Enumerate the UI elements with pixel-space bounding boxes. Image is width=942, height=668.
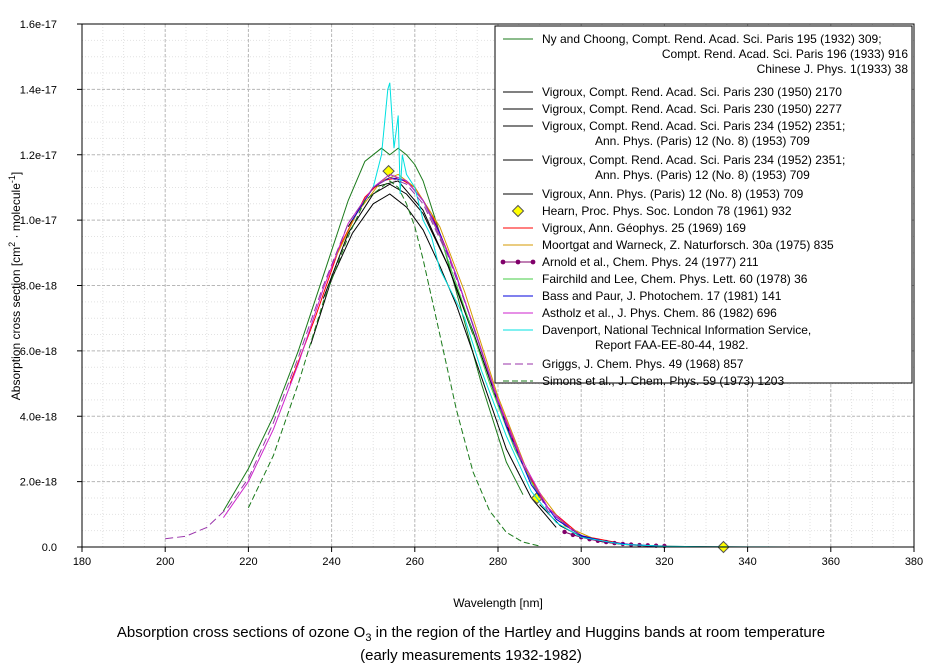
series-layer <box>165 82 873 554</box>
legend-label: Ann. Phys. (Paris) 12 (No. 8) (1953) 709 <box>595 168 810 182</box>
legend-label: Vigroux, Compt. Rend. Acad. Sci. Paris 2… <box>542 85 842 99</box>
y-axis-title: Absorption cross section [cm2 · molecule… <box>7 172 23 400</box>
legend-label: Ann. Phys. (Paris) 12 (No. 8) (1953) 709 <box>595 134 810 148</box>
series-line-simons-et-al <box>247 180 540 547</box>
legend-label: Arnold et al., Chem. Phys. 24 (1977) 211 <box>542 255 759 269</box>
x-tick-label: 220 <box>239 556 257 568</box>
legend-label: Astholz et al., J. Phys. Chem. 86 (1982)… <box>542 306 777 320</box>
y-tick-label: 6.0e-18 <box>20 346 57 358</box>
series-line-ny-and-choong <box>222 147 524 512</box>
series-line-davenport <box>372 82 873 548</box>
legend-item: Astholz et al., J. Phys. Chem. 86 (1982)… <box>503 306 777 320</box>
y-tick-label: 1.0e-17 <box>20 215 57 227</box>
legend-item: Fairchild and Lee, Chem. Phys. Lett. 60 … <box>503 272 808 286</box>
data-point <box>570 532 576 538</box>
series-simons-et-al <box>247 180 540 547</box>
legend-item: Davenport, National Technical Informatio… <box>503 323 811 352</box>
x-tick-label: 280 <box>489 556 507 568</box>
legend-item: Bass and Paur, J. Photochem. 17 (1981) 1… <box>503 289 782 303</box>
legend-label: Vigroux, Compt. Rend. Acad. Sci. Paris 2… <box>542 102 842 116</box>
y-tick-label: 1.6e-17 <box>20 19 57 31</box>
x-tick-label: 380 <box>905 556 923 568</box>
legend-item: Vigroux, Ann. Géophys. 25 (1969) 169 <box>503 221 746 235</box>
chart: 180 200 220 240 260 280 300 320 340 360 380 0.0 2.0… <box>7 19 924 610</box>
x-axis-title: Wavelength [nm] <box>453 596 543 610</box>
x-tick-label: 200 <box>156 556 174 568</box>
series-line-astholz-et-al <box>222 173 574 532</box>
y-tick-label: 4.0e-18 <box>20 411 57 423</box>
legend-label: Report FAA-EE-80-44, 1982. <box>595 338 748 352</box>
y-tick-label: 1.2e-17 <box>20 150 57 162</box>
caption-line-1: Absorption cross sections of ozone O3 in… <box>116 624 826 644</box>
legend-label: Vigroux, Compt. Rend. Acad. Sci. Paris 2… <box>542 119 845 133</box>
series-line-moortgat-and-warneck <box>331 173 599 541</box>
legend-item: Vigroux, Compt. Rend. Acad. Sci. Paris 2… <box>503 119 845 148</box>
series-line-griggs <box>165 177 582 540</box>
legend-label: Bass and Paur, J. Photochem. 17 (1981) 1… <box>542 289 782 303</box>
legend-symbol <box>500 259 536 265</box>
legend-label: Fairchild and Lee, Chem. Phys. Lett. 60 … <box>542 272 808 286</box>
series-line-vigroux-1950a <box>310 193 557 528</box>
legend-item: Griggs, J. Chem. Phys. 49 (1968) 857 <box>503 357 744 371</box>
legend-item: Vigroux, Compt. Rend. Acad. Sci. Paris 2… <box>503 153 845 182</box>
legend-label: Griggs, J. Chem. Phys. 49 (1968) 857 <box>542 357 744 371</box>
legend-label: Vigroux, Compt. Rend. Acad. Sci. Paris 2… <box>542 153 845 167</box>
caption-line-2: (early measurements 1932-1982) <box>360 647 582 664</box>
legend-label: Hearn, Proc. Phys. Soc. London 78 (1961)… <box>542 204 792 218</box>
legend-label: Simons et al., J. Chem. Phys. 59 (1973) … <box>542 374 784 388</box>
series-griggs <box>165 177 582 540</box>
data-point <box>562 529 567 535</box>
y-tick-label: 1.4e-17 <box>20 84 57 96</box>
legend-label: Compt. Rend. Acad. Sci. Paris 196 (1933)… <box>662 47 908 61</box>
data-point <box>382 164 395 178</box>
series-astholz-et-al <box>222 173 574 532</box>
legend-label: Chinese J. Phys. 1(1933) 38 <box>757 62 909 76</box>
legend: Ny and Choong, Compt. Rend. Acad. Sci. P… <box>494 25 913 388</box>
legend-item: Ny and Choong, Compt. Rend. Acad. Sci. P… <box>503 32 908 76</box>
legend-label: Ny and Choong, Compt. Rend. Acad. Sci. P… <box>542 32 882 46</box>
y-tick-label: 8.0e-18 <box>20 281 57 293</box>
x-tick-label: 300 <box>572 556 590 568</box>
legend-item: Simons et al., J. Chem. Phys. 59 (1973) … <box>503 374 784 388</box>
y-tick-label: 2.0e-18 <box>20 477 57 489</box>
legend-item: Arnold et al., Chem. Phys. 24 (1977) 211 <box>500 255 759 269</box>
series-vigroux-1950a <box>310 193 557 528</box>
legend-item: Moortgat and Warneck, Z. Naturforsch. 30… <box>503 238 834 252</box>
x-tick-label: 360 <box>822 556 840 568</box>
legend-label: Moortgat and Warneck, Z. Naturforsch. 30… <box>542 238 834 252</box>
legend-box <box>494 25 913 384</box>
y-axis: 0.0 2.0e-18 4.0e-18 6.0e-18 8.0e-18 1.0e-17 1.… <box>20 19 82 554</box>
legend-label: Vigroux, Ann. Géophys. 25 (1969) 169 <box>542 221 746 235</box>
series-davenport <box>372 82 873 548</box>
x-tick-label: 180 <box>73 556 91 568</box>
x-tick-label: 320 <box>655 556 673 568</box>
legend-label: Vigroux, Ann. Phys. (Paris) 12 (No. 8) (… <box>542 187 804 201</box>
legend-label: Davenport, National Technical Informatio… <box>542 323 811 337</box>
legend-item: Hearn, Proc. Phys. Soc. London 78 (1961)… <box>511 204 792 218</box>
x-axis: 180 200 220 240 260 280 300 320 340 360 380 <box>73 547 923 568</box>
legend-item: Vigroux, Ann. Phys. (Paris) 12 (No. 8) (… <box>503 187 804 201</box>
y-tick-label: 0.0 <box>42 542 57 554</box>
legend-item: Vigroux, Compt. Rend. Acad. Sci. Paris 2… <box>503 102 842 116</box>
legend-symbol <box>511 204 525 218</box>
x-tick-label: 260 <box>406 556 424 568</box>
series-moortgat-and-warneck <box>331 173 599 541</box>
x-tick-label: 340 <box>738 556 756 568</box>
x-tick-label: 240 <box>322 556 340 568</box>
series-ny-and-choong <box>222 147 524 512</box>
legend-item: Vigroux, Compt. Rend. Acad. Sci. Paris 2… <box>503 85 842 99</box>
